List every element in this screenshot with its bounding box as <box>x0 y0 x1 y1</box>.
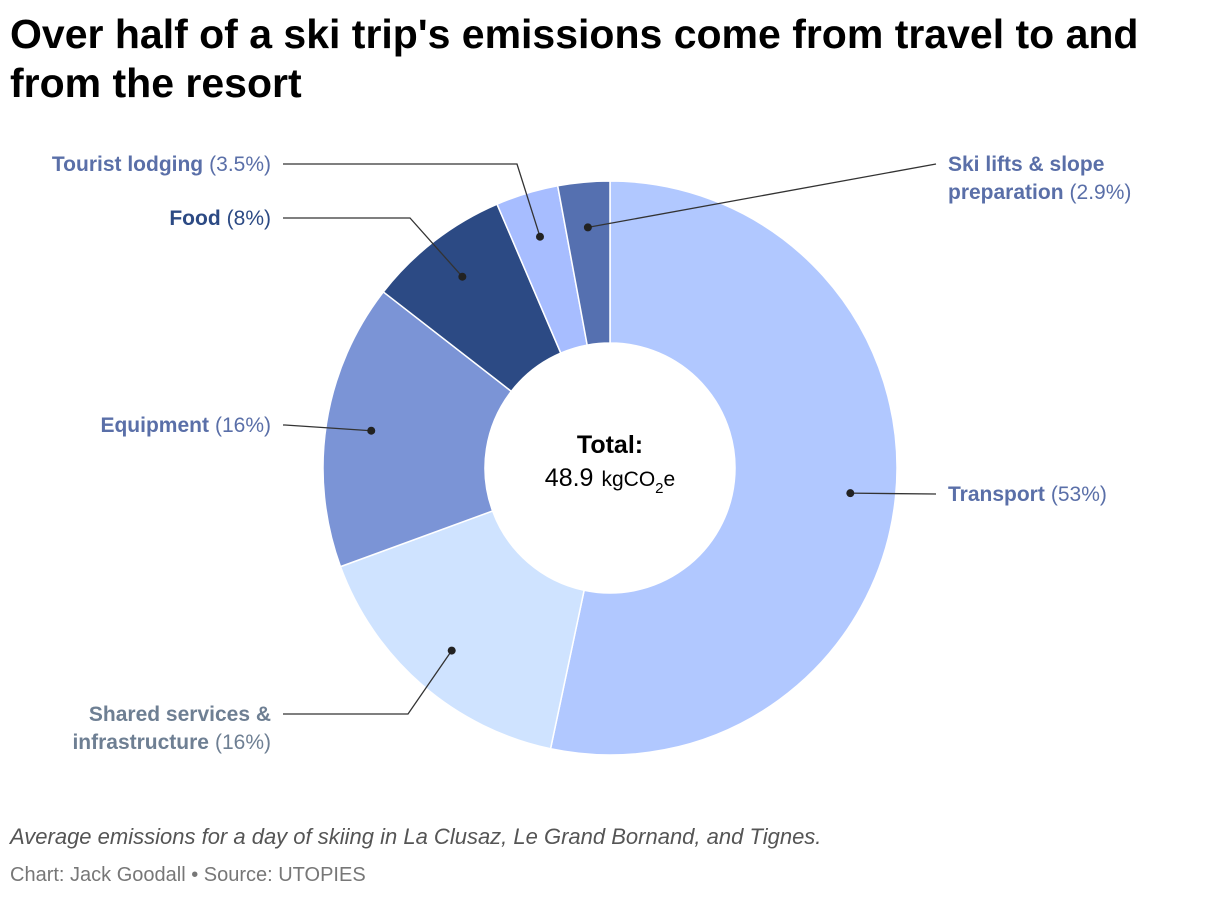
label-name-shared-services-infrastructure-0: Shared services & <box>89 703 271 726</box>
leader-line-tourist-lodging <box>283 163 541 237</box>
leader-dot-tourist-lodging <box>535 232 544 241</box>
center-total-value: 48.9 kgCO2e <box>545 464 675 497</box>
label-name-equipment-0: Equipment <box>100 414 209 437</box>
chart-title: Over half of a ski trip's emissions come… <box>10 11 1139 106</box>
leader-dot-shared-services-infrastructure <box>447 646 456 655</box>
label-name-tourist-lodging-0: Tourist lodging <box>52 153 203 176</box>
center-total-number: 48.9 <box>545 464 594 492</box>
label-equipment: Equipment (16%) <box>100 414 271 437</box>
label-ski-lifts-slope-preparation: Ski lifts & slope preparation (2.9%) <box>948 153 1131 204</box>
label-pct-shared-services-infrastructure: (16%) <box>215 731 271 754</box>
leader-dot-ski-lifts-slope-preparation <box>583 223 592 232</box>
label-name-ski-lifts-slope-preparation-0: Ski lifts & slope <box>948 153 1104 176</box>
slice-labels: Transport (53%) Shared services & infrastru… <box>52 153 1132 754</box>
leader-line-shared-services-infrastructure <box>283 650 453 715</box>
leader-line-equipment <box>283 424 372 432</box>
center-total-unit-subscript: 2 <box>655 480 663 497</box>
label-pct-tourist-lodging: (3.5%) <box>209 153 271 176</box>
label-tourist-lodging: Tourist lodging (3.5%) <box>52 153 271 176</box>
leader-dot-food <box>458 272 467 281</box>
leader-dot-equipment <box>367 426 376 435</box>
label-name-shared-services-infrastructure-1: infrastructure <box>72 731 209 754</box>
donut-slices <box>322 180 898 756</box>
center-total-heading: Total: <box>577 431 643 459</box>
center-total-unit: kgCO <box>601 468 655 491</box>
leader-line-ski-lifts-slope-preparation <box>587 163 937 229</box>
leader-line-transport <box>850 492 937 495</box>
leader-lines <box>283 163 937 715</box>
label-name-food-0: Food <box>169 207 220 230</box>
label-food: Food (8%) <box>169 207 271 230</box>
center-total: Total: 48.9 kgCO2e <box>545 431 675 497</box>
chart-credit: Chart: Jack Goodall • Source: UTOPIES <box>10 864 366 886</box>
chart-caption: Average emissions for a day of skiing in… <box>10 824 822 849</box>
label-shared-services-infrastructure: Shared services & infrastructure (16%) <box>72 703 271 754</box>
slice-equipment <box>322 290 513 568</box>
label-pct-equipment: (16%) <box>215 414 271 437</box>
label-transport: Transport (53%) <box>948 483 1107 506</box>
leader-line-food <box>283 217 463 278</box>
label-name-ski-lifts-slope-preparation-1: preparation <box>948 181 1064 204</box>
label-pct-food: (8%) <box>227 207 271 230</box>
slice-ski-lifts-slope-preparation <box>556 180 611 346</box>
label-pct-transport: (53%) <box>1051 483 1107 506</box>
center-total-unit-suffix: e <box>664 468 676 491</box>
slice-transport <box>549 180 898 756</box>
label-pct-ski-lifts-slope-preparation: (2.9%) <box>1070 181 1132 204</box>
slice-shared-services-infrastructure <box>339 509 586 750</box>
leader-dot-transport <box>846 489 855 498</box>
label-name-transport-0: Transport <box>948 483 1045 506</box>
